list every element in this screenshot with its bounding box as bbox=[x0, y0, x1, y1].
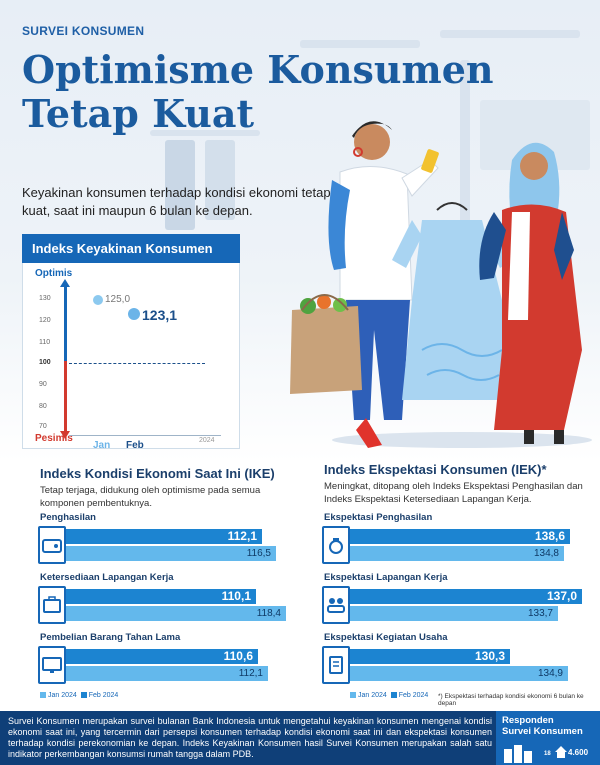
wallet-icon bbox=[38, 526, 66, 564]
legend-feb: Feb 2024 bbox=[398, 692, 429, 699]
respondent-title: Responden Survei Konsumen bbox=[502, 715, 583, 737]
legend-swatch-feb bbox=[80, 692, 87, 699]
respondent-box: Responden Survei Konsumen 18 4.600 bbox=[496, 711, 600, 765]
ike-item-label: Pembelian Barang Tahan Lama bbox=[40, 632, 181, 643]
bar-jan: 134,8 bbox=[350, 546, 564, 561]
ike-item-label: Penghasilan bbox=[40, 512, 96, 523]
data-label-jan: 125,0 bbox=[105, 294, 131, 305]
bar-jan: 118,4 bbox=[66, 606, 286, 621]
iek-description: Meningkat, ditopang oleh Indeks Ekspekta… bbox=[324, 481, 583, 505]
bar-feb: 138,6 bbox=[350, 529, 570, 544]
bar-jan: 133,7 bbox=[350, 606, 558, 621]
respondent-title-line1: Responden bbox=[502, 715, 554, 726]
y-tick: 80 bbox=[39, 403, 47, 410]
pesimis-label: Pesimis bbox=[35, 433, 73, 444]
optimis-arrow bbox=[60, 279, 70, 361]
optimis-label: Optimis bbox=[35, 268, 73, 279]
footer-band: Survei Konsumen merupakan survei bulanan… bbox=[0, 711, 600, 765]
y-tick: 130 bbox=[39, 295, 51, 302]
baseline-100 bbox=[69, 363, 205, 364]
data-label-feb: 123,1 bbox=[142, 307, 178, 323]
background-clothes bbox=[165, 140, 195, 230]
x-tick-feb: Feb bbox=[126, 440, 144, 451]
monitor-icon bbox=[38, 646, 66, 684]
hero-section: SURVEI KONSUMEN Optimisme Konsumen Tetap… bbox=[0, 0, 600, 462]
city-buildings-icon bbox=[504, 745, 532, 763]
pesimis-arrow bbox=[60, 361, 70, 439]
iek-item-label: Ekspektasi Penghasilan bbox=[324, 512, 433, 523]
ike-description: Tetap terjaga, didukung oleh optimisme p… bbox=[40, 485, 261, 509]
background-clothes bbox=[205, 140, 235, 220]
page-title-line1: Optimisme Konsumen bbox=[22, 47, 494, 92]
document-icon bbox=[322, 646, 350, 684]
legend-jan: Jan 2024 bbox=[48, 692, 77, 699]
ikk-title: Indeks Keyakinan Konsumen bbox=[22, 234, 240, 263]
ike-legend: Jan 2024 Feb 2024 bbox=[40, 692, 118, 699]
background-rack bbox=[460, 60, 470, 260]
background-shelf bbox=[440, 30, 580, 38]
intro-text: Keyakinan konsumen terhadap kondisi ekon… bbox=[22, 185, 331, 218]
iek-item-label: Ekspektasi Lapangan Kerja bbox=[324, 572, 448, 583]
y-tick: 120 bbox=[39, 317, 51, 324]
bar-feb: 110,1 bbox=[66, 589, 256, 604]
page-title: Optimisme Konsumen Tetap Kuat bbox=[22, 48, 494, 136]
background-shelf bbox=[300, 40, 420, 48]
data-point-jan bbox=[93, 295, 103, 305]
iek-item-ekspektasi-penghasilan: 138,6 134,8 bbox=[322, 526, 588, 564]
legend-feb: Feb 2024 bbox=[88, 692, 119, 699]
respondent-cities: 18 bbox=[544, 751, 551, 757]
iek-item-ekspektasi-lapangan-kerja: 137,0 133,7 bbox=[322, 586, 588, 624]
respondent-title-line2: Survei Konsumen bbox=[502, 726, 583, 737]
y-tick: 70 bbox=[39, 423, 47, 430]
footer-text: Survei Konsumen merupakan survei bulanan… bbox=[8, 716, 492, 759]
ike-item-barang-tahan-lama: 110,6 112,1 bbox=[38, 646, 300, 684]
bar-feb: 110,6 bbox=[66, 649, 258, 664]
iek-item-ekspektasi-kegiatan-usaha: 130,3 134,9 bbox=[322, 646, 588, 684]
legend-swatch-feb bbox=[390, 692, 397, 699]
briefcase-icon bbox=[38, 586, 66, 624]
respondent-households: 4.600 bbox=[568, 748, 589, 757]
ike-item-penghasilan: 112,1 116,5 bbox=[38, 526, 300, 564]
y-tick: 90 bbox=[39, 381, 47, 388]
legend-jan: Jan 2024 bbox=[358, 692, 387, 699]
y-tick: 110 bbox=[39, 339, 51, 346]
shoppers-illustration bbox=[290, 121, 592, 448]
ike-title: Indeks Kondisi Ekonomi Saat Ini (IKE) bbox=[40, 466, 275, 481]
ike-item-lapangan-kerja: 110,1 118,4 bbox=[38, 586, 300, 624]
ike-item-label: Ketersediaan Lapangan Kerja bbox=[40, 572, 174, 583]
page-title-line2: Tetap Kuat bbox=[22, 91, 255, 136]
iek-title: Indeks Ekspektasi Konsumen (IEK)* bbox=[324, 462, 547, 477]
x-year-label: 2024 bbox=[199, 437, 215, 444]
iek-item-label: Ekspektasi Kegiatan Usaha bbox=[324, 632, 448, 643]
workers-icon bbox=[322, 586, 350, 624]
x-axis bbox=[69, 435, 221, 436]
legend-swatch-jan bbox=[40, 692, 46, 699]
ikk-card: Indeks Keyakinan Konsumen Optimis Pesimi… bbox=[22, 234, 240, 451]
kicker-label: SURVEI KONSUMEN bbox=[22, 24, 145, 38]
iek-footnote: *) Ekspektasi terhadap kondisi ekonomi 6… bbox=[438, 693, 584, 707]
money-bag-icon bbox=[322, 526, 350, 564]
bar-feb: 112,1 bbox=[66, 529, 262, 544]
iek-legend: Jan 2024 Feb 2024 bbox=[350, 692, 428, 699]
legend-swatch-jan bbox=[350, 692, 356, 699]
bar-jan: 116,5 bbox=[66, 546, 276, 561]
background-rack bbox=[150, 130, 260, 136]
x-tick-jan: Jan bbox=[93, 440, 111, 451]
bar-feb: 137,0 bbox=[350, 589, 582, 604]
bar-feb: 130,3 bbox=[350, 649, 510, 664]
bar-jan: 134,9 bbox=[350, 666, 568, 681]
data-point-feb bbox=[128, 308, 140, 320]
y-tick-baseline: 100 bbox=[39, 359, 51, 366]
bar-jan: 112,1 bbox=[66, 666, 268, 681]
house-icon bbox=[555, 746, 567, 758]
ikk-chart: Optimis Pesimis 130 120 110 100 90 80 70… bbox=[22, 263, 240, 451]
